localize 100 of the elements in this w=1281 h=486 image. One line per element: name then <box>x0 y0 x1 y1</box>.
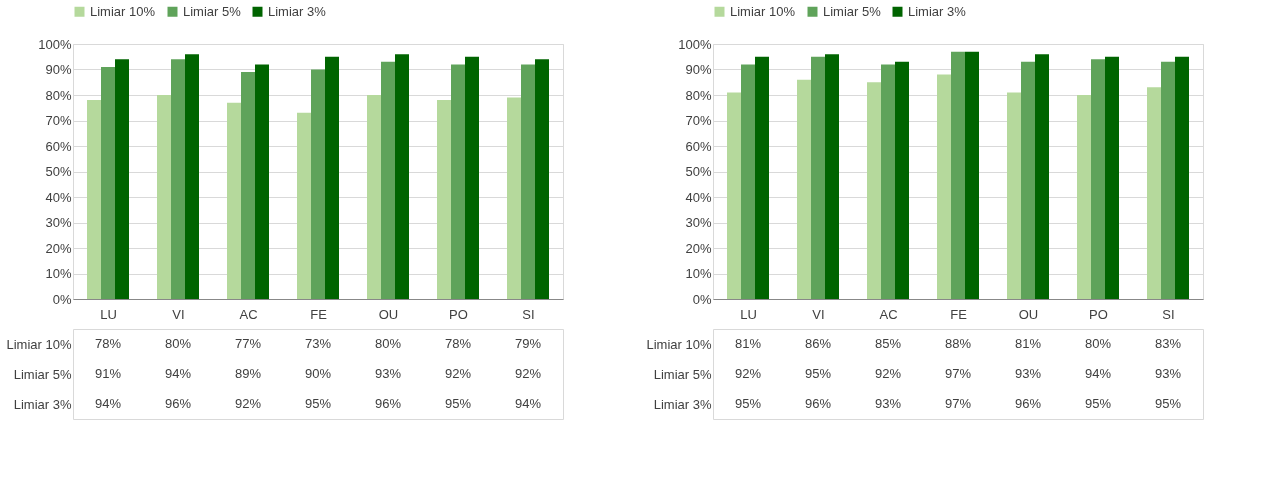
data-label: 95% <box>734 396 762 411</box>
bar <box>1091 59 1105 299</box>
y-tick-label: 60% <box>45 138 72 154</box>
bar <box>755 56 769 299</box>
text: Limiar 10% <box>646 336 712 352</box>
y-tick-label: 0% <box>52 291 72 307</box>
y-tick-label: 30% <box>685 215 712 230</box>
bar <box>727 92 741 299</box>
bar <box>1021 61 1035 299</box>
data-label: 96% <box>164 396 192 411</box>
bar <box>1105 56 1119 299</box>
data-label: 78% <box>94 336 122 351</box>
y-tick-label: 20% <box>45 240 72 256</box>
bar <box>507 97 521 299</box>
bar <box>1035 54 1049 299</box>
bar <box>171 59 185 299</box>
data-label: 92% <box>444 366 472 381</box>
legend-label: Limiar 10% <box>730 3 796 19</box>
y-tick-label: 100% <box>38 36 72 52</box>
bar <box>185 54 199 299</box>
data-label: 77% <box>234 336 262 351</box>
bar <box>797 79 811 299</box>
bar <box>937 74 951 299</box>
x-tick-label: PO <box>1089 306 1108 322</box>
bar <box>395 54 409 299</box>
y-tick-label: 40% <box>685 189 712 205</box>
data-label: 78% <box>444 336 472 351</box>
data-label: 85% <box>874 336 902 351</box>
bar <box>965 51 979 299</box>
bar <box>521 64 535 299</box>
y-tick-label: 50% <box>45 164 72 179</box>
bar <box>297 112 311 299</box>
y-tick-label: 70% <box>45 113 72 128</box>
legend-label: Limiar 5% <box>183 3 242 19</box>
x-tick-label: AC <box>879 306 898 322</box>
data-label: 81% <box>734 336 762 351</box>
data-label: 95% <box>1084 396 1112 411</box>
text: Limiar 5% <box>13 366 72 382</box>
bar <box>451 64 465 299</box>
data-label: 92% <box>234 396 262 411</box>
bar <box>951 51 965 299</box>
data-label: 89% <box>234 366 262 381</box>
data-label: 95% <box>1154 396 1182 411</box>
data-label: 93% <box>1154 366 1182 381</box>
data-label: 95% <box>444 396 472 411</box>
y-tick-label: 40% <box>45 189 72 205</box>
y-tick-label: 70% <box>685 113 712 128</box>
bar <box>881 64 895 299</box>
bar <box>741 64 755 299</box>
data-label: 80% <box>374 336 402 351</box>
y-tick-label: 100% <box>678 36 712 52</box>
x-tick-label: LU <box>740 306 757 322</box>
data-label: 83% <box>1154 336 1182 351</box>
legend-label: Limiar 5% <box>823 3 882 19</box>
y-tick-label: 90% <box>685 62 712 77</box>
data-label: 96% <box>374 396 402 411</box>
legend-label: Limiar 3% <box>268 3 327 19</box>
y-tick-label: 80% <box>45 87 72 103</box>
data-label: 91% <box>94 366 122 381</box>
bar <box>255 64 269 299</box>
data-label: 94% <box>164 366 192 381</box>
x-tick-label: OU <box>378 306 399 322</box>
data-label: 97% <box>944 396 972 411</box>
bar <box>1175 56 1189 299</box>
bar <box>367 95 381 299</box>
data-label: 80% <box>1084 336 1112 351</box>
legend-label: Limiar 10% <box>90 3 156 19</box>
data-label: 97% <box>944 366 972 381</box>
bar <box>535 59 549 299</box>
data-label: 93% <box>1014 366 1042 381</box>
x-tick-label: VI <box>812 306 825 322</box>
text: Limiar 5% <box>653 366 712 382</box>
data-label: 92% <box>734 366 762 381</box>
bar <box>895 61 909 299</box>
data-label: 86% <box>804 336 832 351</box>
data-label: 93% <box>374 366 402 381</box>
data-label: 96% <box>804 396 832 411</box>
x-tick-label: FE <box>950 306 968 322</box>
x-tick-label: VI <box>172 306 185 322</box>
data-label: 88% <box>944 336 972 351</box>
bar <box>437 100 451 299</box>
bar <box>157 95 171 299</box>
y-tick-label: 50% <box>685 164 712 179</box>
bar <box>87 100 101 299</box>
x-tick-label: AC <box>239 306 258 322</box>
data-label: 92% <box>514 366 542 381</box>
bar <box>241 72 255 299</box>
bar <box>311 69 325 299</box>
data-label: 95% <box>304 396 332 411</box>
bar <box>867 82 881 299</box>
data-label: 73% <box>304 336 332 351</box>
y-tick-label: 10% <box>685 266 712 281</box>
y-tick-label: 80% <box>685 87 712 103</box>
data-label: 80% <box>164 336 192 351</box>
bar <box>1147 87 1161 299</box>
text: Limiar 3% <box>13 396 72 412</box>
bar <box>381 61 395 299</box>
y-tick-label: 10% <box>45 266 72 281</box>
data-label: 92% <box>874 366 902 381</box>
bar <box>227 102 241 299</box>
